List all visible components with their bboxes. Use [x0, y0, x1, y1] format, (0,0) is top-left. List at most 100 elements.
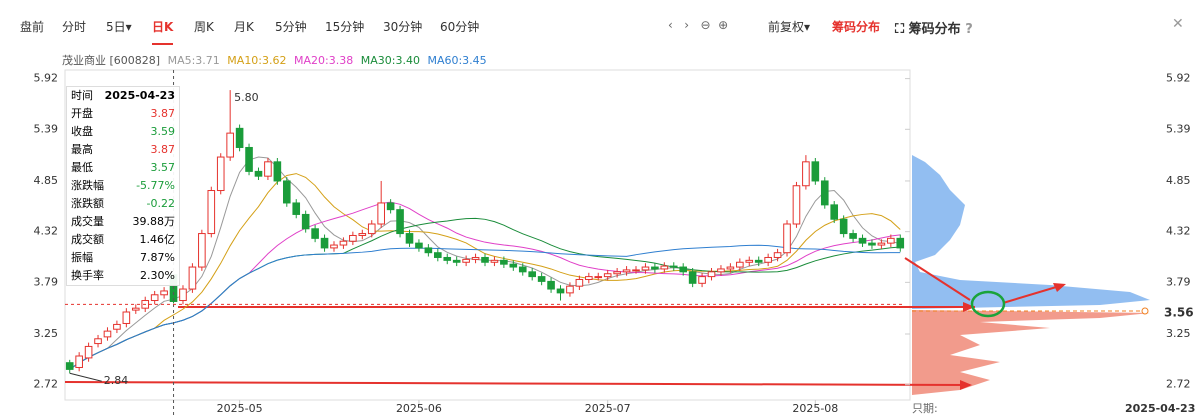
- tip-key: 涨跌额: [71, 197, 104, 210]
- arrow: [64, 381, 971, 386]
- tip-value: 7.87%: [140, 251, 175, 264]
- y-tick-label-right: 5.39: [1166, 122, 1191, 135]
- candle-body: [537, 276, 546, 282]
- candle-body: [773, 252, 782, 258]
- candle-body: [858, 237, 867, 244]
- tab-active[interactable]: 日K: [152, 18, 174, 45]
- chip-button[interactable]: 筹码分布: [832, 20, 881, 34]
- candle-body: [839, 218, 848, 235]
- y-tick-label: 3.25: [34, 327, 59, 340]
- x-tick-label: 2025-05: [217, 402, 263, 415]
- y-tick-label-right: 4.85: [1166, 174, 1191, 187]
- y-tick-label: 5.39: [34, 122, 59, 135]
- candle-body: [830, 204, 839, 220]
- tab[interactable]: 盘前: [20, 20, 45, 34]
- candle-body: [707, 271, 716, 278]
- candle-body: [783, 223, 791, 254]
- tip-value: -0.22: [146, 197, 175, 210]
- avg-cost-dot: [1141, 307, 1149, 315]
- candle-body: [358, 233, 367, 236]
- candle-body: [820, 180, 829, 206]
- y-tick-label: 5.92: [34, 72, 59, 85]
- tip-key: 最高: [71, 143, 93, 156]
- tip-key: 成交量: [71, 215, 104, 228]
- moving-average-line: [69, 244, 901, 370]
- tab[interactable]: 5日▾: [106, 20, 132, 34]
- tab[interactable]: 60分钟: [440, 20, 480, 34]
- tab[interactable]: 5分钟: [275, 20, 307, 34]
- candle-body: [849, 233, 857, 239]
- y-tick-label-right: 3.25: [1166, 327, 1191, 340]
- tab[interactable]: 15分钟: [325, 20, 365, 34]
- candle-body: [896, 237, 905, 249]
- x-tick-label: 2025-06: [396, 402, 442, 415]
- candle-body: [254, 170, 263, 177]
- tab[interactable]: 周K: [194, 20, 214, 34]
- candle-body: [226, 132, 234, 158]
- candle-body: [754, 259, 763, 263]
- legend: 茂业商业 [600828] MA5:3.71 MA10:3.62 MA20:3.…: [62, 52, 491, 68]
- candle-body: [179, 288, 187, 302]
- x-tick-label: 2025-07: [585, 402, 631, 415]
- tab[interactable]: 分时: [62, 20, 87, 34]
- tab[interactable]: 月K: [234, 20, 254, 34]
- stock-name: 茂业商业 [600828]: [62, 54, 161, 67]
- tip-value: 3.59: [150, 125, 176, 138]
- candle-body: [349, 234, 357, 242]
- arrowhead: [960, 380, 972, 390]
- tooltip: 时间 2025-04-23 开盘 3.87 收盘 3.59 最高 3.87 最低 3.57…: [66, 86, 180, 286]
- candle-body: [518, 266, 527, 273]
- chip-date: 2025-04-23: [1125, 402, 1195, 415]
- y-tick-label: 2.72: [34, 378, 59, 391]
- candle-body: [160, 290, 168, 296]
- candle-body: [311, 228, 319, 239]
- tip-key: 收盘: [71, 125, 93, 138]
- candle-body: [877, 242, 886, 246]
- candle-body: [65, 362, 74, 370]
- candle-body: [122, 311, 131, 324]
- candle-body: [330, 244, 338, 249]
- ma-label: MA5:3.71: [167, 54, 220, 67]
- chip-panel-title[interactable]: ⛶ 筹码分布 ?: [895, 22, 973, 37]
- candle-body: [94, 338, 102, 345]
- candle-body: [198, 233, 206, 268]
- candle-body: [377, 202, 385, 225]
- candle-body: [339, 240, 348, 246]
- candle-body: [282, 180, 291, 204]
- tip-value: 1.46亿: [139, 233, 176, 246]
- candle-body: [632, 269, 640, 272]
- arrow: [1002, 284, 1064, 304]
- ma-label: MA60:3.45: [427, 54, 487, 67]
- tip-key: 成交额: [71, 233, 104, 246]
- y-tick-label: 4.85: [34, 174, 59, 187]
- candle-body: [462, 258, 470, 263]
- help-icon[interactable]: ?: [965, 22, 973, 37]
- ma-label: MA30:3.40: [360, 54, 420, 67]
- y-tick-label-right: 4.32: [1166, 225, 1191, 238]
- moving-average-line: [69, 173, 901, 370]
- arrowhead: [963, 302, 975, 312]
- candle-body: [292, 202, 301, 215]
- candle-body: [235, 127, 244, 148]
- candle-body: [490, 259, 499, 263]
- tip-value: 3.87: [150, 107, 176, 120]
- adjust-dropdown[interactable]: 前复权▾: [768, 20, 811, 34]
- plot-frame: [64, 69, 911, 401]
- y-tick-label: 4.32: [34, 225, 59, 238]
- candle-body: [669, 265, 678, 268]
- tip-key: 换手率: [71, 269, 104, 282]
- max-label: 5.80: [234, 91, 258, 104]
- avg-cost-label: 3.56: [1164, 306, 1194, 320]
- candle-body: [500, 259, 508, 265]
- candle-body: [613, 271, 621, 275]
- close-button[interactable]: ✕: [1172, 16, 1184, 32]
- label-pointer: [69, 372, 102, 382]
- candle-body: [320, 237, 329, 249]
- tab[interactable]: 30分钟: [383, 20, 423, 34]
- nav-buttons[interactable]: ‹ › ⊖ ⊕: [668, 18, 729, 32]
- candle-body: [802, 161, 810, 187]
- candle-body: [698, 276, 706, 284]
- tip-key: 开盘: [71, 107, 93, 120]
